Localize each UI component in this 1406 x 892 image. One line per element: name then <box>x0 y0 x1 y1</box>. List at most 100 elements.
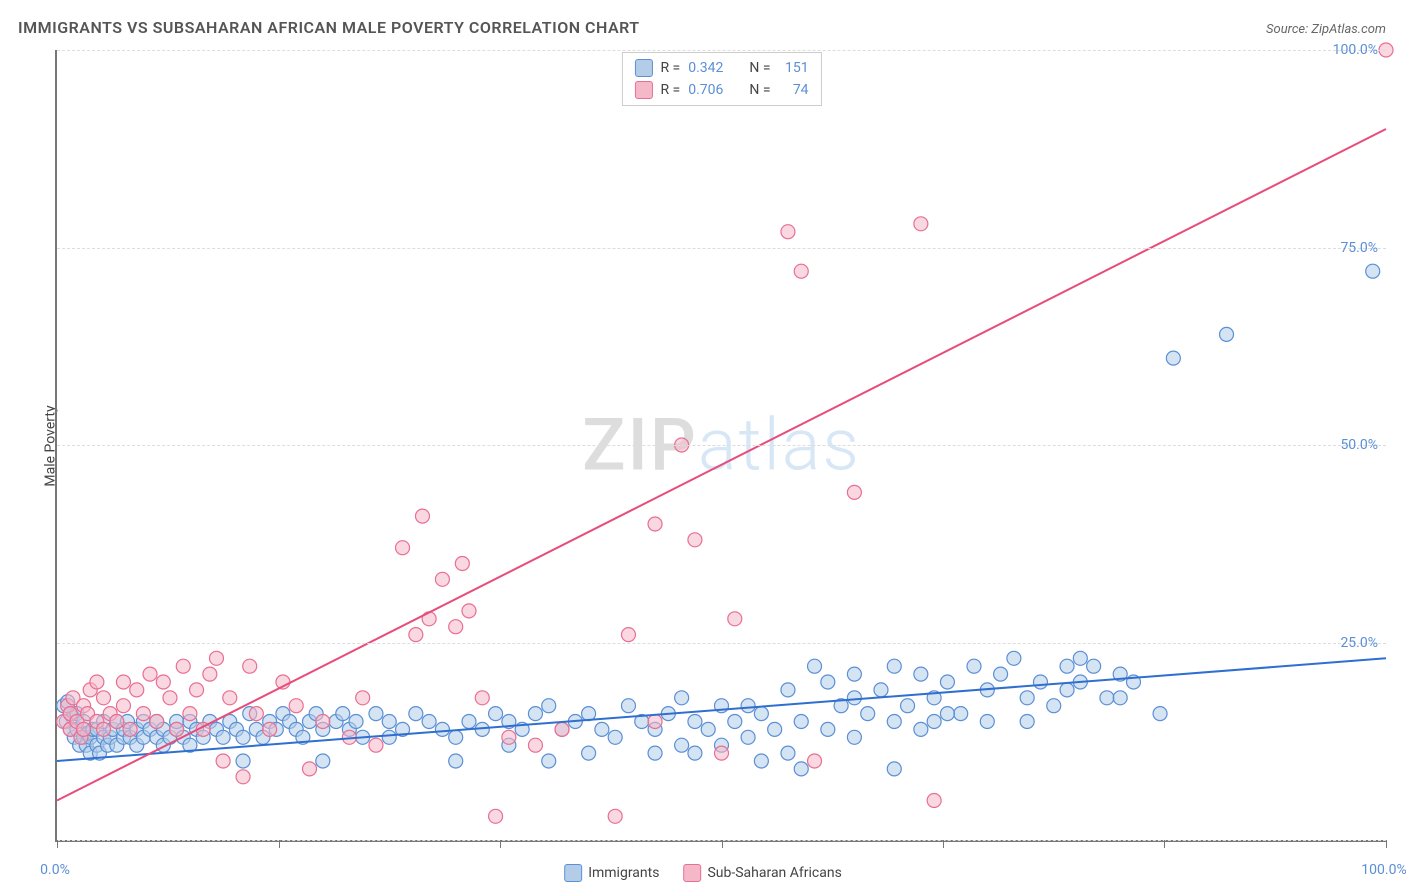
legend-row: R = 0.342 N = 151 <box>634 57 808 79</box>
data-point <box>289 699 303 713</box>
data-point <box>435 722 449 736</box>
data-point <box>1153 707 1167 721</box>
data-point <box>449 730 463 744</box>
data-point <box>316 754 330 768</box>
data-point <box>183 707 197 721</box>
data-point <box>382 730 396 744</box>
data-point <box>781 225 795 239</box>
series-legend: ImmigrantsSub-Saharan Africans <box>564 864 842 882</box>
legend-r-value: 0.342 <box>688 57 723 79</box>
data-point <box>688 533 702 547</box>
data-point <box>356 691 370 705</box>
data-point <box>648 746 662 760</box>
data-point <box>1020 715 1034 729</box>
data-point <box>116 675 130 689</box>
data-point <box>190 683 204 697</box>
legend-n-value: 74 <box>779 79 809 101</box>
data-point <box>449 620 463 634</box>
data-point <box>994 667 1008 681</box>
data-point <box>688 715 702 729</box>
data-point <box>223 691 237 705</box>
data-point <box>462 604 476 618</box>
data-point <box>163 691 177 705</box>
data-point <box>754 754 768 768</box>
chart-title: IMMIGRANTS VS SUBSAHARAN AFRICAN MALE PO… <box>18 18 640 37</box>
legend-row: R =0.706N =74 <box>634 79 808 101</box>
data-point <box>150 715 164 729</box>
x-axis-tick-max: 100.0% <box>1361 862 1406 878</box>
data-point <box>914 667 928 681</box>
data-point <box>927 715 941 729</box>
data-point <box>409 628 423 642</box>
legend-r-label: R = <box>660 57 680 79</box>
data-point <box>409 707 423 721</box>
data-point <box>236 770 250 784</box>
data-point <box>754 707 768 721</box>
y-axis-tick-label: 75.0% <box>1340 240 1378 256</box>
data-point <box>130 683 144 697</box>
data-point <box>781 683 795 697</box>
data-point <box>608 809 622 823</box>
data-point <box>303 762 317 776</box>
data-point <box>489 809 503 823</box>
data-point <box>728 715 742 729</box>
data-point <box>263 722 277 736</box>
data-point <box>781 746 795 760</box>
data-point <box>582 746 596 760</box>
data-point <box>1366 264 1380 278</box>
legend-item: Sub-Saharan Africans <box>683 864 841 882</box>
data-point <box>1007 651 1021 665</box>
data-point <box>316 715 330 729</box>
data-point <box>435 572 449 586</box>
legend-n-label: N = <box>749 57 770 79</box>
data-point <box>741 699 755 713</box>
legend-n-value: 151 <box>779 57 809 79</box>
data-point <box>449 754 463 768</box>
data-point <box>176 659 190 673</box>
data-point <box>1047 699 1061 713</box>
legend-r-value: 0.706 <box>688 79 723 101</box>
source-attribution: Source: ZipAtlas.com <box>1266 22 1386 37</box>
data-point <box>887 762 901 776</box>
data-point <box>542 699 556 713</box>
data-point <box>216 754 230 768</box>
data-point <box>555 722 569 736</box>
data-point <box>475 691 489 705</box>
data-point <box>808 754 822 768</box>
legend-swatch <box>634 81 652 99</box>
data-point <box>821 722 835 736</box>
data-point <box>97 722 111 736</box>
data-point <box>648 517 662 531</box>
data-point <box>143 667 157 681</box>
data-point <box>1060 659 1074 673</box>
data-point <box>675 738 689 752</box>
data-point <box>156 675 170 689</box>
data-point <box>715 746 729 760</box>
data-point <box>110 715 124 729</box>
data-point <box>249 707 263 721</box>
data-point <box>1220 327 1234 341</box>
data-point <box>821 675 835 689</box>
data-point <box>336 707 350 721</box>
x-axis-tick-min: 0.0% <box>40 862 70 878</box>
data-point <box>502 730 516 744</box>
data-point <box>90 675 104 689</box>
data-point <box>861 707 875 721</box>
legend-swatch <box>683 864 701 882</box>
data-point <box>462 715 476 729</box>
data-point <box>847 730 861 744</box>
data-point <box>1073 651 1087 665</box>
data-point <box>954 707 968 721</box>
data-point <box>170 722 184 736</box>
data-point <box>847 667 861 681</box>
data-point <box>396 541 410 555</box>
data-point <box>794 715 808 729</box>
data-point <box>675 691 689 705</box>
data-point <box>940 675 954 689</box>
data-point <box>1113 691 1127 705</box>
data-point <box>415 509 429 523</box>
data-point <box>1060 683 1074 697</box>
data-point <box>768 722 782 736</box>
data-point <box>77 722 91 736</box>
data-point <box>136 707 150 721</box>
